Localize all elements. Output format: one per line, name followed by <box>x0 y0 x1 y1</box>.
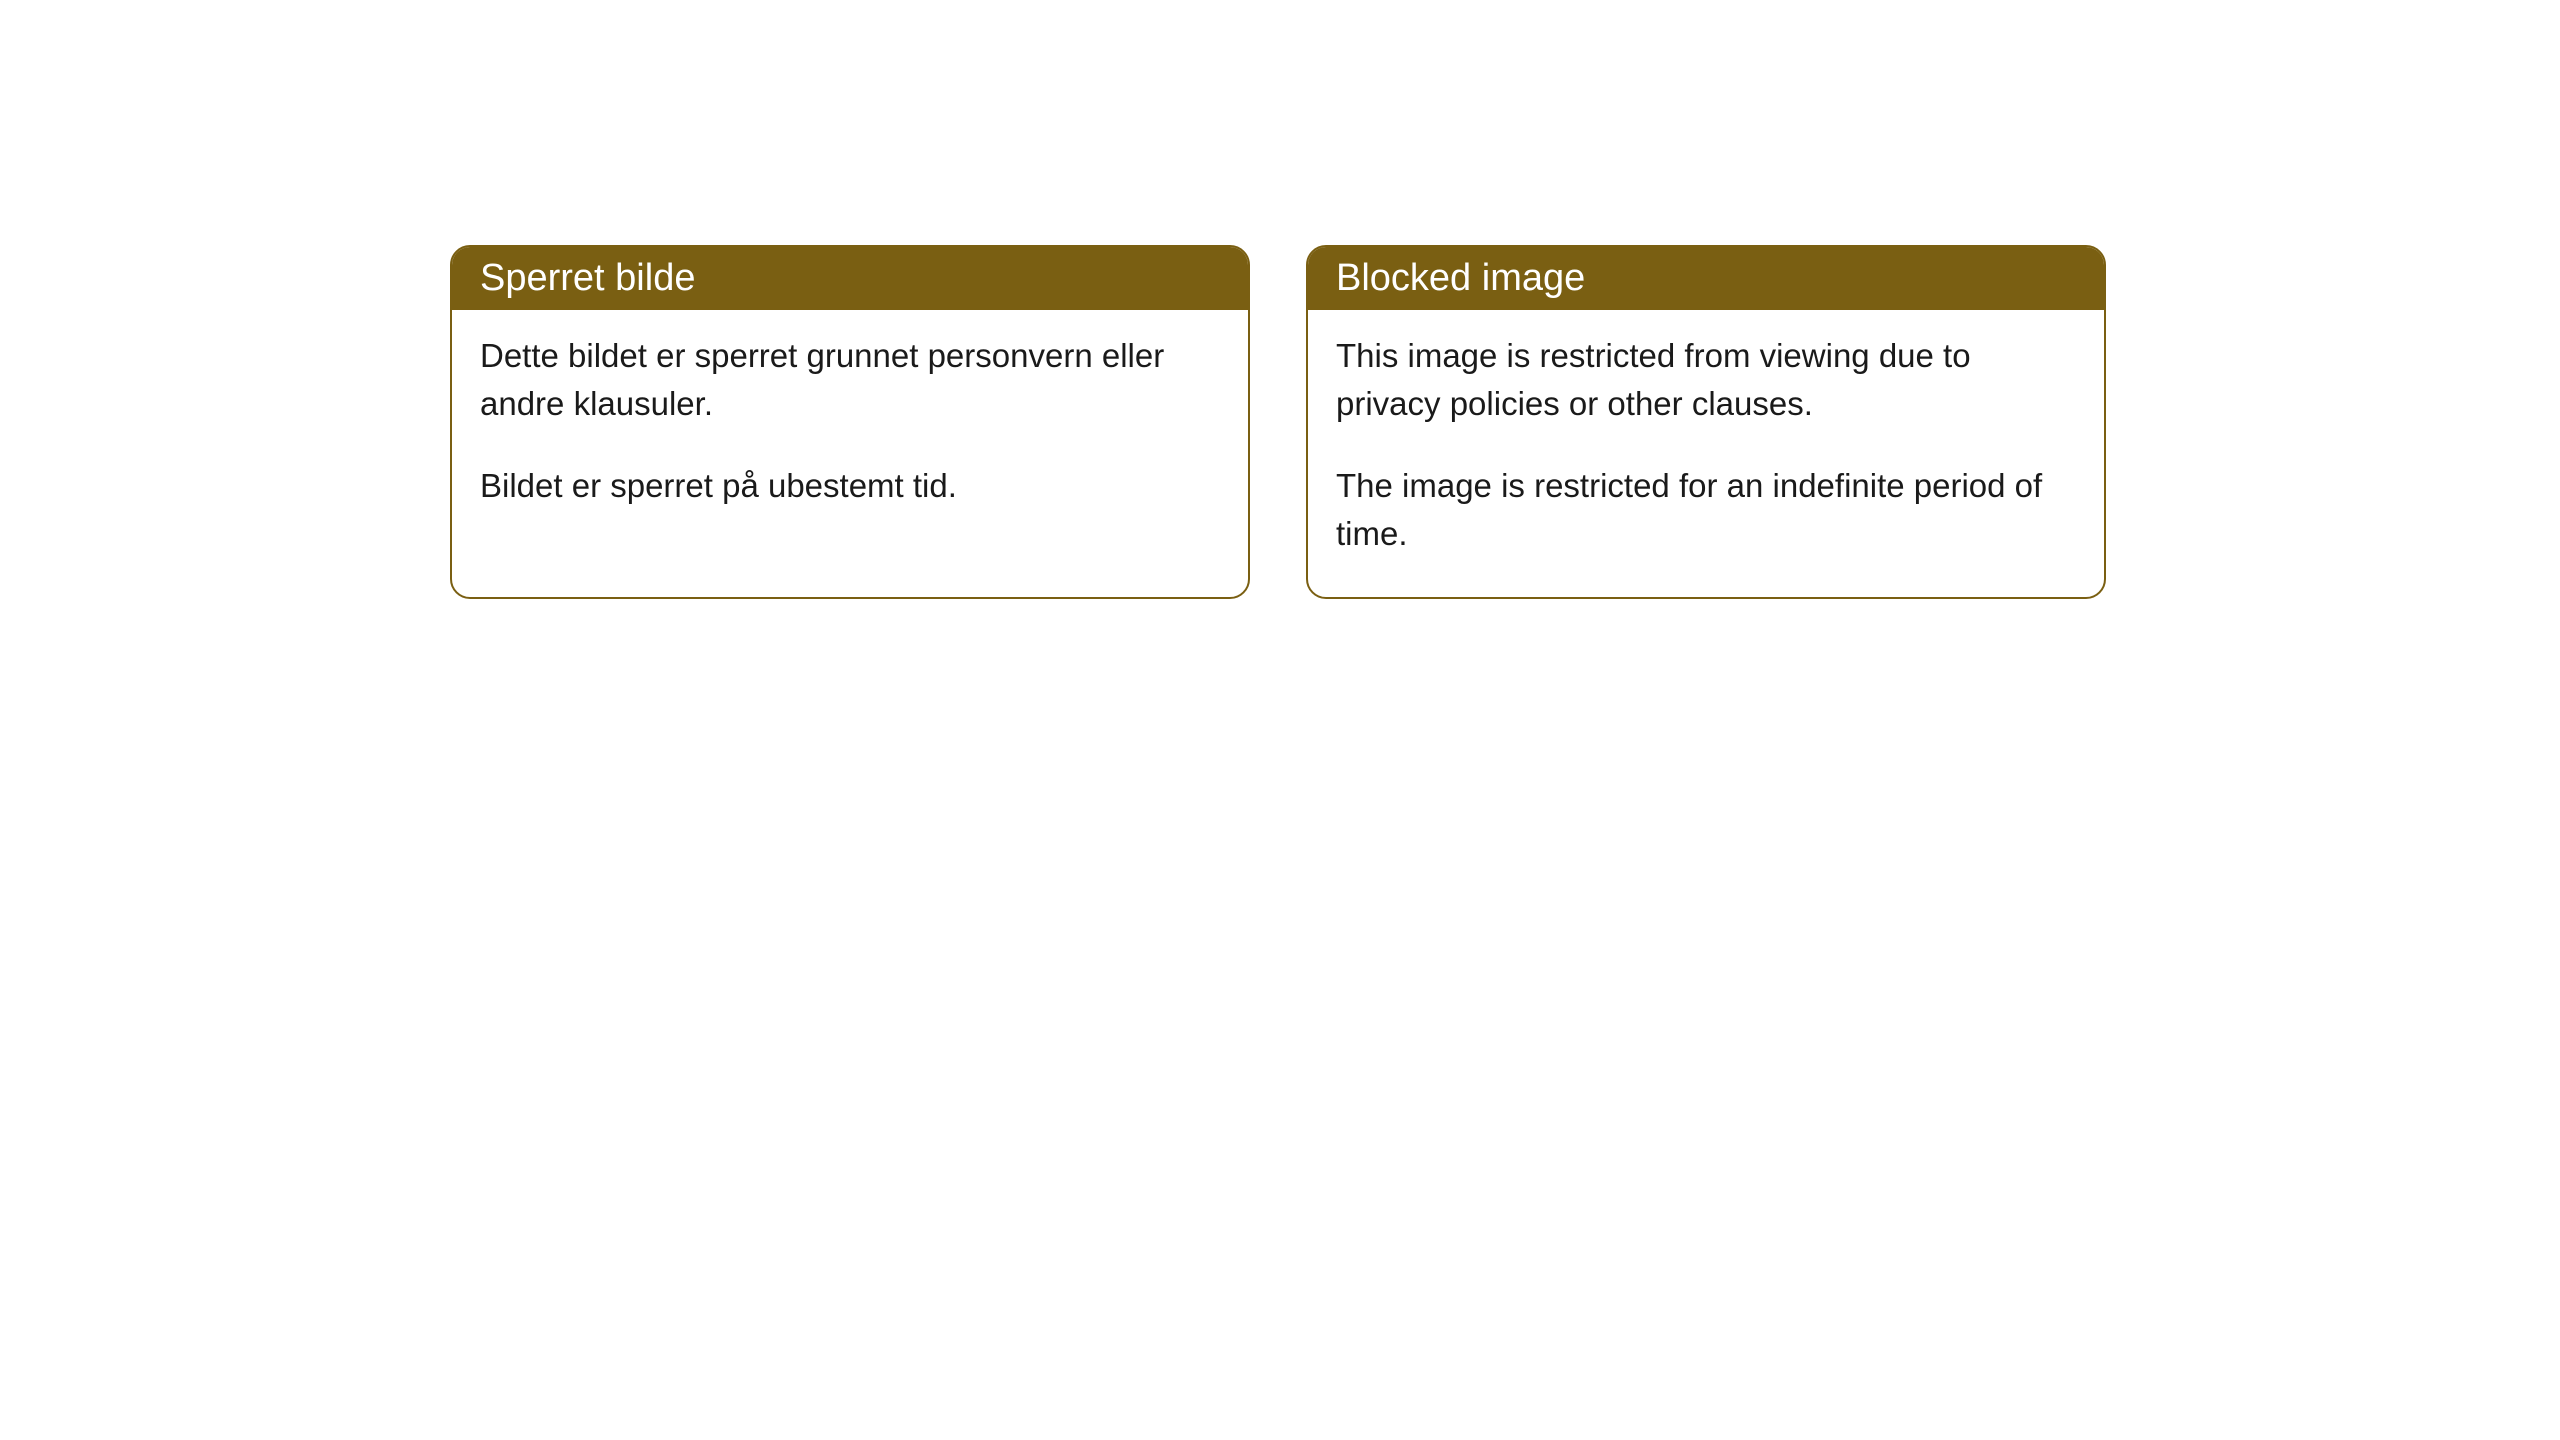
alert-paragraph: This image is restricted from viewing du… <box>1336 332 2076 428</box>
alert-card-english: Blocked image This image is restricted f… <box>1306 245 2106 599</box>
alert-paragraph: Dette bildet er sperret grunnet personve… <box>480 332 1220 428</box>
alert-paragraph: Bildet er sperret på ubestemt tid. <box>480 462 1220 510</box>
alert-cards-container: Sperret bilde Dette bildet er sperret gr… <box>450 245 2560 599</box>
alert-body-english: This image is restricted from viewing du… <box>1308 310 2104 597</box>
alert-paragraph: The image is restricted for an indefinit… <box>1336 462 2076 558</box>
alert-header-norwegian: Sperret bilde <box>452 247 1248 310</box>
alert-card-norwegian: Sperret bilde Dette bildet er sperret gr… <box>450 245 1250 599</box>
alert-title: Blocked image <box>1336 257 1585 299</box>
alert-header-english: Blocked image <box>1308 247 2104 310</box>
alert-title: Sperret bilde <box>480 257 695 299</box>
alert-body-norwegian: Dette bildet er sperret grunnet personve… <box>452 310 1248 550</box>
